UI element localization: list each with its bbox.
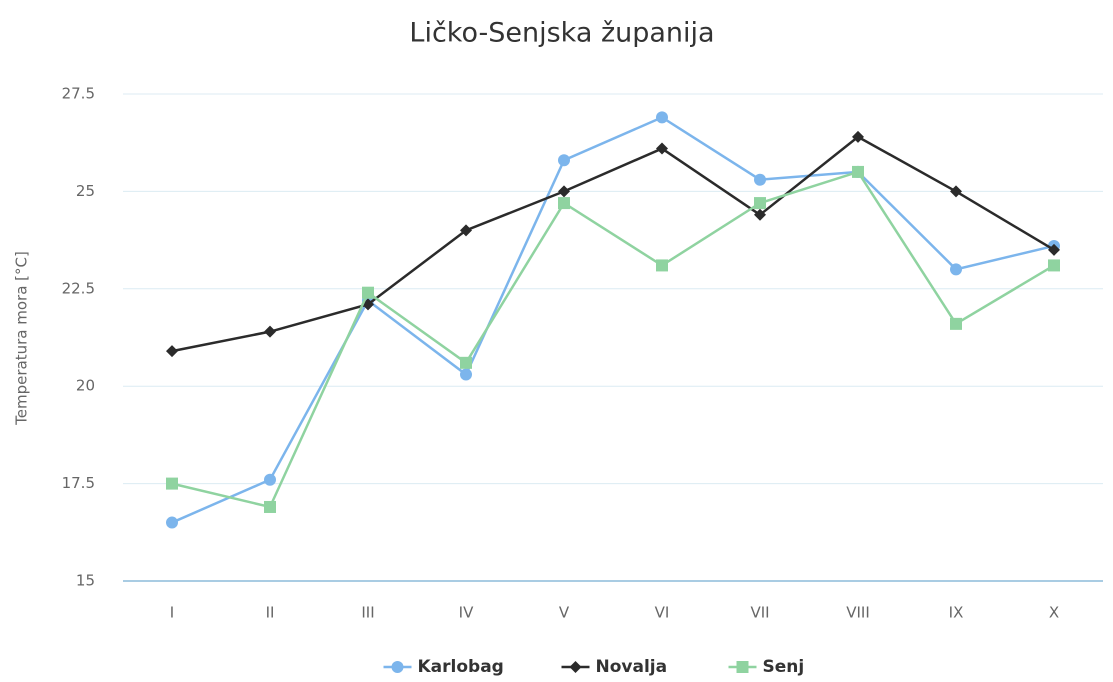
legend-label: Karlobag <box>418 657 504 677</box>
marker <box>656 111 668 124</box>
marker <box>569 661 582 673</box>
marker <box>754 197 766 210</box>
y-axis-title: Temperatura mora [°C] <box>13 251 31 426</box>
legend-item: Senj <box>728 657 805 677</box>
x-tick-label: I <box>170 604 174 622</box>
marker <box>166 477 178 490</box>
marker <box>362 286 374 299</box>
marker <box>558 154 570 167</box>
marker <box>1048 259 1060 272</box>
legend-label: Senj <box>763 657 805 677</box>
y-tick-label: 25 <box>76 182 95 200</box>
marker <box>391 661 404 673</box>
marker <box>264 500 276 513</box>
y-tick-label: 22.5 <box>62 279 95 297</box>
x-tick-label: X <box>1049 604 1059 622</box>
marker <box>558 185 570 198</box>
marker <box>950 317 962 330</box>
y-tick-label: 27.5 <box>62 85 95 103</box>
x-tick-label: IV <box>459 604 474 622</box>
y-tick-label: 15 <box>76 572 95 590</box>
y-tick-label: 20 <box>76 377 95 395</box>
marker <box>950 185 962 198</box>
marker <box>166 516 178 529</box>
x-tick-label: IX <box>949 604 964 622</box>
marker <box>166 345 178 358</box>
marker <box>950 263 962 276</box>
y-tick-label: 17.5 <box>62 474 95 492</box>
x-tick-label: VI <box>655 604 670 622</box>
series-line <box>171 115 1055 524</box>
x-tick-label: VII <box>750 604 769 622</box>
marker <box>754 208 766 221</box>
x-tick-label: II <box>266 604 275 622</box>
series-line <box>171 135 1055 353</box>
chart-title: Ličko-Senjska županija <box>409 18 714 49</box>
marker <box>1048 243 1060 256</box>
marker <box>736 661 749 673</box>
legend-item: Novalja <box>561 657 668 677</box>
x-tick-label: V <box>559 604 570 622</box>
x-tick-label: VIII <box>846 604 870 622</box>
series-line <box>171 170 1055 509</box>
marker <box>264 473 276 486</box>
marker <box>656 259 668 272</box>
marker <box>460 368 472 381</box>
marker <box>656 142 668 155</box>
x-tick-label: III <box>361 604 374 622</box>
marker <box>754 173 766 186</box>
marker <box>460 224 472 237</box>
legend-item: Karlobag <box>383 657 504 677</box>
legend-label: Novalja <box>596 657 668 677</box>
marker <box>558 197 570 210</box>
marker <box>852 130 864 143</box>
marker <box>852 165 864 178</box>
marker <box>264 325 276 338</box>
marker <box>460 356 472 369</box>
